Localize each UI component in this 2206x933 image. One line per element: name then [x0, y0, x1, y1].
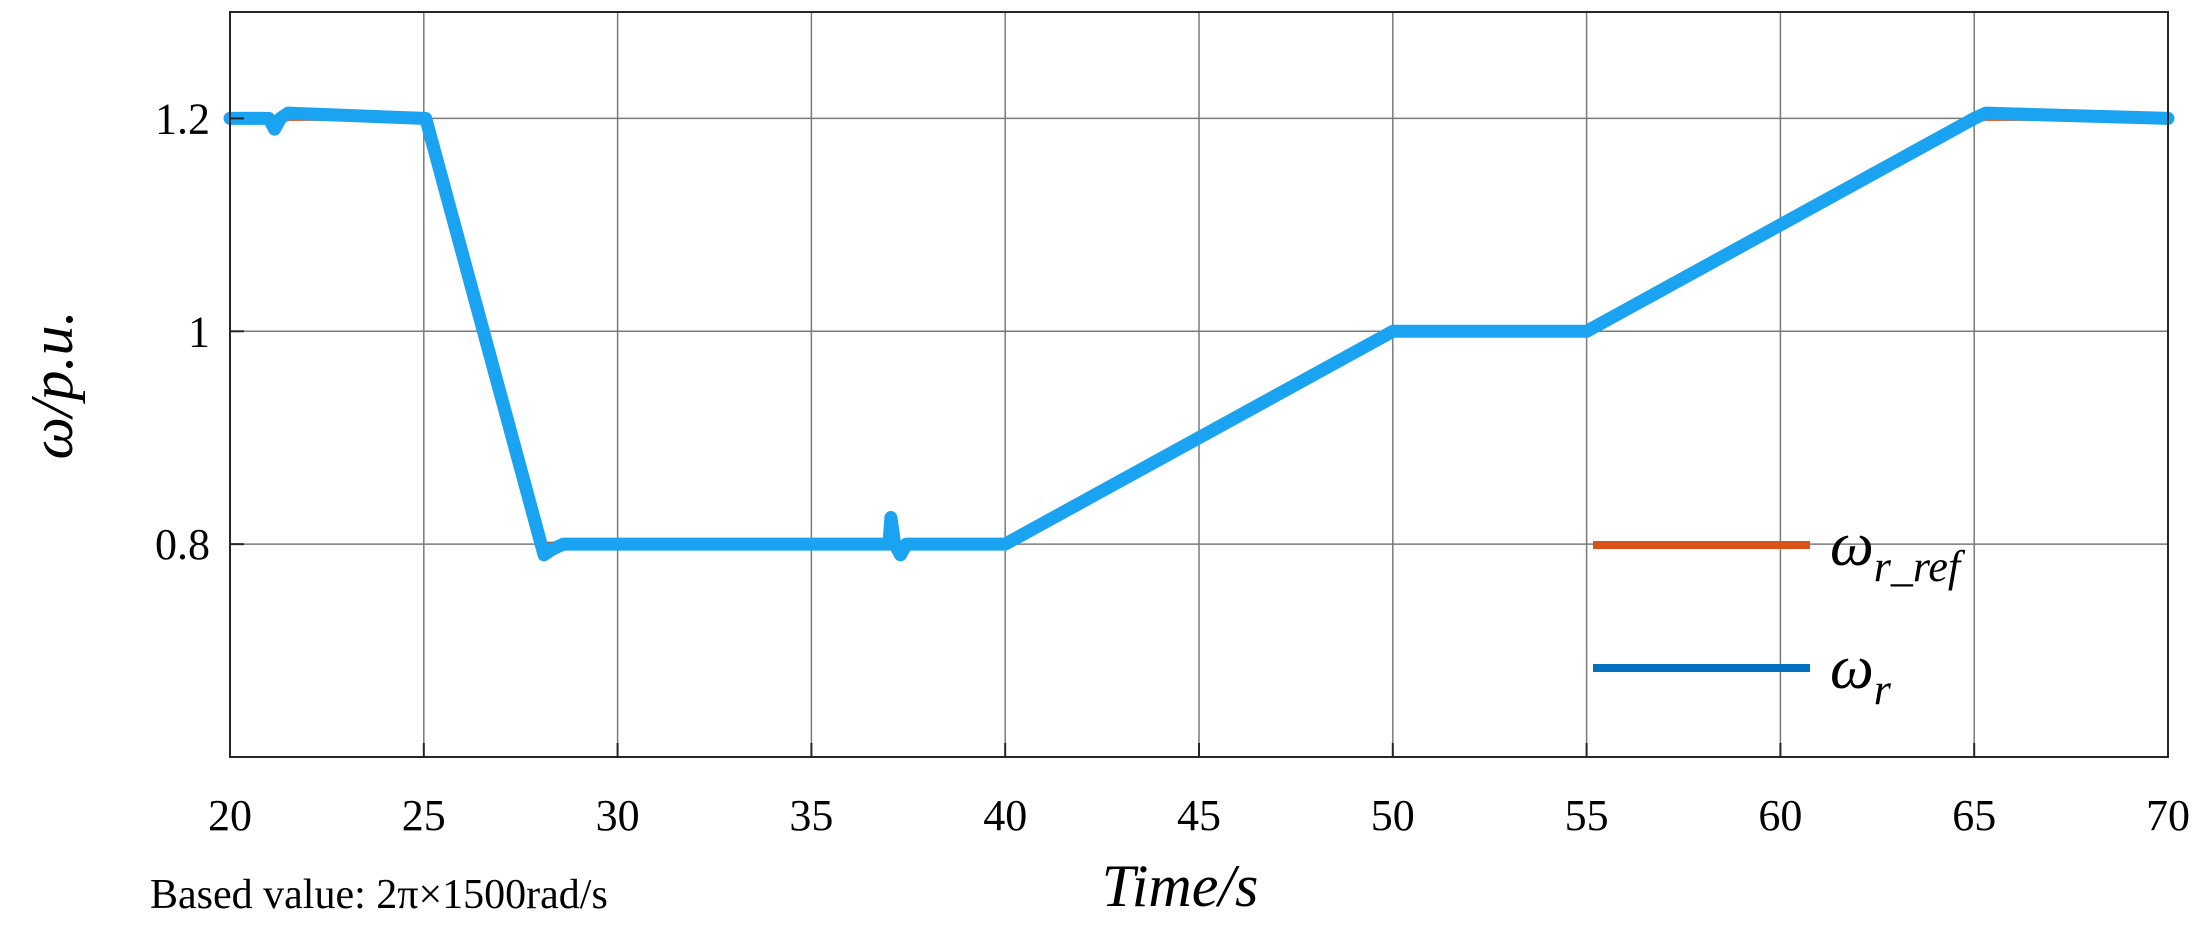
x-tick-label: 65 [1952, 791, 1996, 840]
x-tick-label: 70 [2146, 791, 2190, 840]
y-tick-label: 1.2 [155, 94, 210, 143]
x-tick-label: 35 [789, 791, 833, 840]
legend-label: ωr_ref [1830, 511, 1966, 591]
y-tick-label: 1 [188, 307, 210, 356]
y-tick-label: 0.8 [155, 520, 210, 569]
legend: ωr_ref ωr [1593, 511, 1966, 714]
legend-label: ωr [1830, 634, 1892, 714]
y-axis-label: ω/p.u. [19, 310, 85, 459]
x-tick-label: 20 [208, 791, 252, 840]
grid [229, 12, 2169, 757]
x-tick-label: 45 [1177, 791, 1221, 840]
x-axis-ticks: 20 25 30 35 40 45 50 55 60 65 70 [208, 743, 2190, 840]
x-tick-label: 55 [1565, 791, 1609, 840]
x-tick-label: 50 [1371, 791, 1415, 840]
x-tick-label: 40 [983, 791, 1027, 840]
y-axis-ticks: 0.8 1 1.2 [155, 94, 244, 569]
x-axis-label: Time/s [1102, 853, 1259, 919]
base-value-note: Based value: 2π×1500rad/s [150, 872, 608, 918]
series-line-r [223, 106, 2175, 562]
x-tick-label: 60 [1758, 791, 1802, 840]
x-tick-label: 30 [596, 791, 640, 840]
series-layer [223, 106, 2175, 562]
x-tick-label: 25 [402, 791, 446, 840]
